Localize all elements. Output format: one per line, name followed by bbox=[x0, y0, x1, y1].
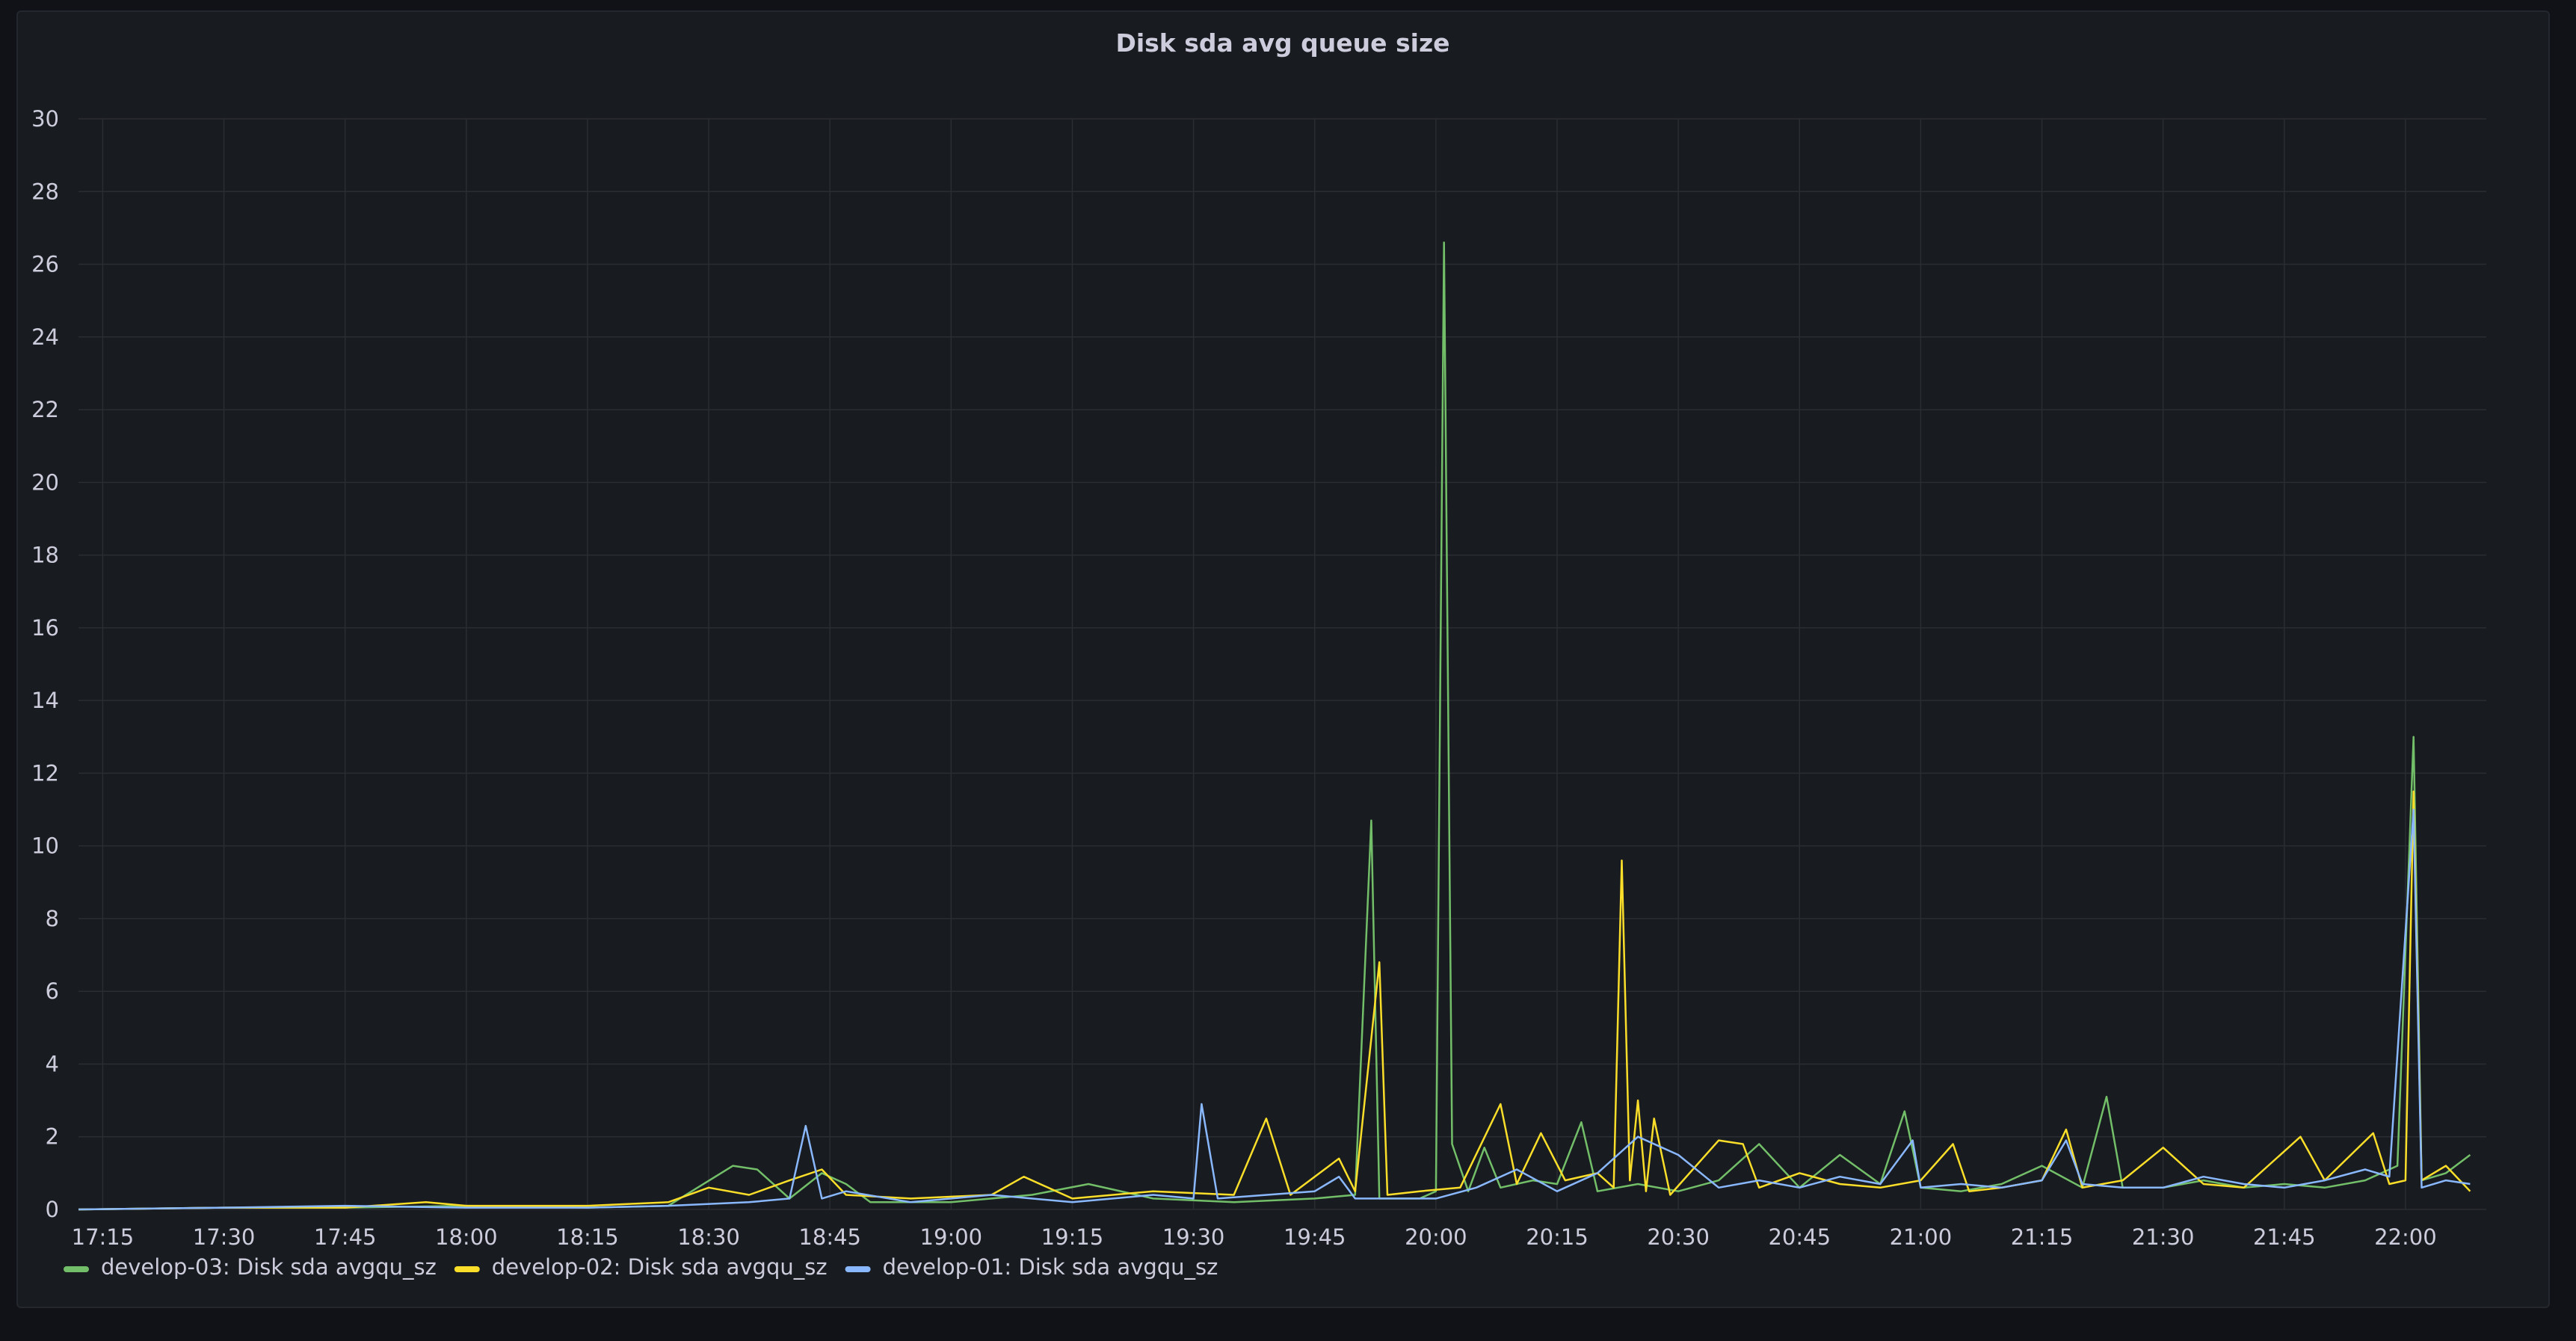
legend-swatch bbox=[64, 1266, 89, 1272]
x-tick-label: 17:30 bbox=[193, 1224, 256, 1250]
x-tick-label: 21:00 bbox=[1890, 1224, 1953, 1250]
x-tick-label: 20:00 bbox=[1405, 1224, 1467, 1250]
y-tick-label: 8 bbox=[46, 906, 59, 931]
legend-label: develop-02: Disk sda avgqu_sz bbox=[492, 1254, 828, 1280]
chart: Disk sda avg queue size 0246810121416182… bbox=[31, 28, 2486, 1280]
y-tick-label: 26 bbox=[31, 252, 59, 277]
x-tick-label: 19:30 bbox=[1162, 1224, 1225, 1250]
y-tick-label: 16 bbox=[31, 615, 59, 641]
legend-swatch bbox=[845, 1266, 871, 1272]
x-tick-label: 20:15 bbox=[1526, 1224, 1589, 1250]
x-tick-label: 19:15 bbox=[1041, 1224, 1104, 1250]
x-tick-label: 21:30 bbox=[2132, 1224, 2195, 1250]
x-tick-label: 21:15 bbox=[2011, 1224, 2074, 1250]
chart-panel: Disk sda avg queue size 0 2 4 6 8 10 12 14 16 18 2… bbox=[16, 10, 2550, 1308]
y-tick-label: 14 bbox=[31, 688, 59, 713]
legend-label: develop-01: Disk sda avgqu_sz bbox=[883, 1254, 1218, 1280]
y-tick-label: 2 bbox=[46, 1124, 59, 1150]
series-line-3 bbox=[78, 808, 2471, 1211]
y-tick-label: 12 bbox=[31, 760, 59, 786]
x-tick-label: 21:45 bbox=[2253, 1224, 2316, 1250]
y-tick-label: 18 bbox=[31, 543, 59, 568]
x-tick-label: 19:45 bbox=[1284, 1224, 1346, 1250]
x-tick-label: 17:45 bbox=[314, 1224, 377, 1250]
legend[interactable]: develop-03: Disk sda avgqu_sz develop-02:… bbox=[64, 1254, 1218, 1280]
x-tick-label: 17:15 bbox=[72, 1224, 135, 1250]
x-tick-label: 18:15 bbox=[556, 1224, 619, 1250]
legend-item-1[interactable]: develop-03: Disk sda avgqu_sz bbox=[64, 1254, 437, 1280]
x-tick-label: 20:30 bbox=[1647, 1224, 1710, 1250]
series-line-1 bbox=[78, 241, 2471, 1211]
y-tick-label: 22 bbox=[31, 397, 59, 422]
y-tick-label: 30 bbox=[31, 106, 59, 132]
y-tick-label: 6 bbox=[46, 978, 59, 1004]
y-tick-label: 0 bbox=[46, 1197, 59, 1222]
legend-label: develop-03: Disk sda avgqu_sz bbox=[101, 1254, 437, 1280]
legend-item-2[interactable]: develop-02: Disk sda avgqu_sz bbox=[454, 1254, 828, 1280]
series-group bbox=[78, 241, 2471, 1211]
legend-item-3[interactable]: develop-01: Disk sda avgqu_sz bbox=[845, 1254, 1218, 1280]
grid bbox=[78, 118, 2486, 1210]
series-line-2 bbox=[78, 790, 2471, 1211]
chart-title: Disk sda avg queue size bbox=[1115, 28, 1449, 58]
y-tick-label: 10 bbox=[31, 833, 59, 859]
x-tick-label: 22:00 bbox=[2374, 1224, 2437, 1250]
legend-swatch bbox=[454, 1266, 480, 1272]
x-axis: 17:15 17:30 17:45 18:00 18:15 18:30 18:45 19:00… bbox=[72, 1224, 2437, 1250]
y-tick-label: 4 bbox=[46, 1051, 59, 1076]
y-tick-label: 24 bbox=[31, 324, 59, 350]
y-tick-label: 20 bbox=[31, 469, 59, 495]
x-tick-label: 18:30 bbox=[677, 1224, 740, 1250]
x-tick-label: 19:00 bbox=[920, 1224, 983, 1250]
x-tick-label: 18:45 bbox=[798, 1224, 861, 1250]
x-tick-label: 20:45 bbox=[1768, 1224, 1831, 1250]
x-tick-label: 18:00 bbox=[435, 1224, 498, 1250]
y-tick-label: 28 bbox=[31, 179, 59, 204]
